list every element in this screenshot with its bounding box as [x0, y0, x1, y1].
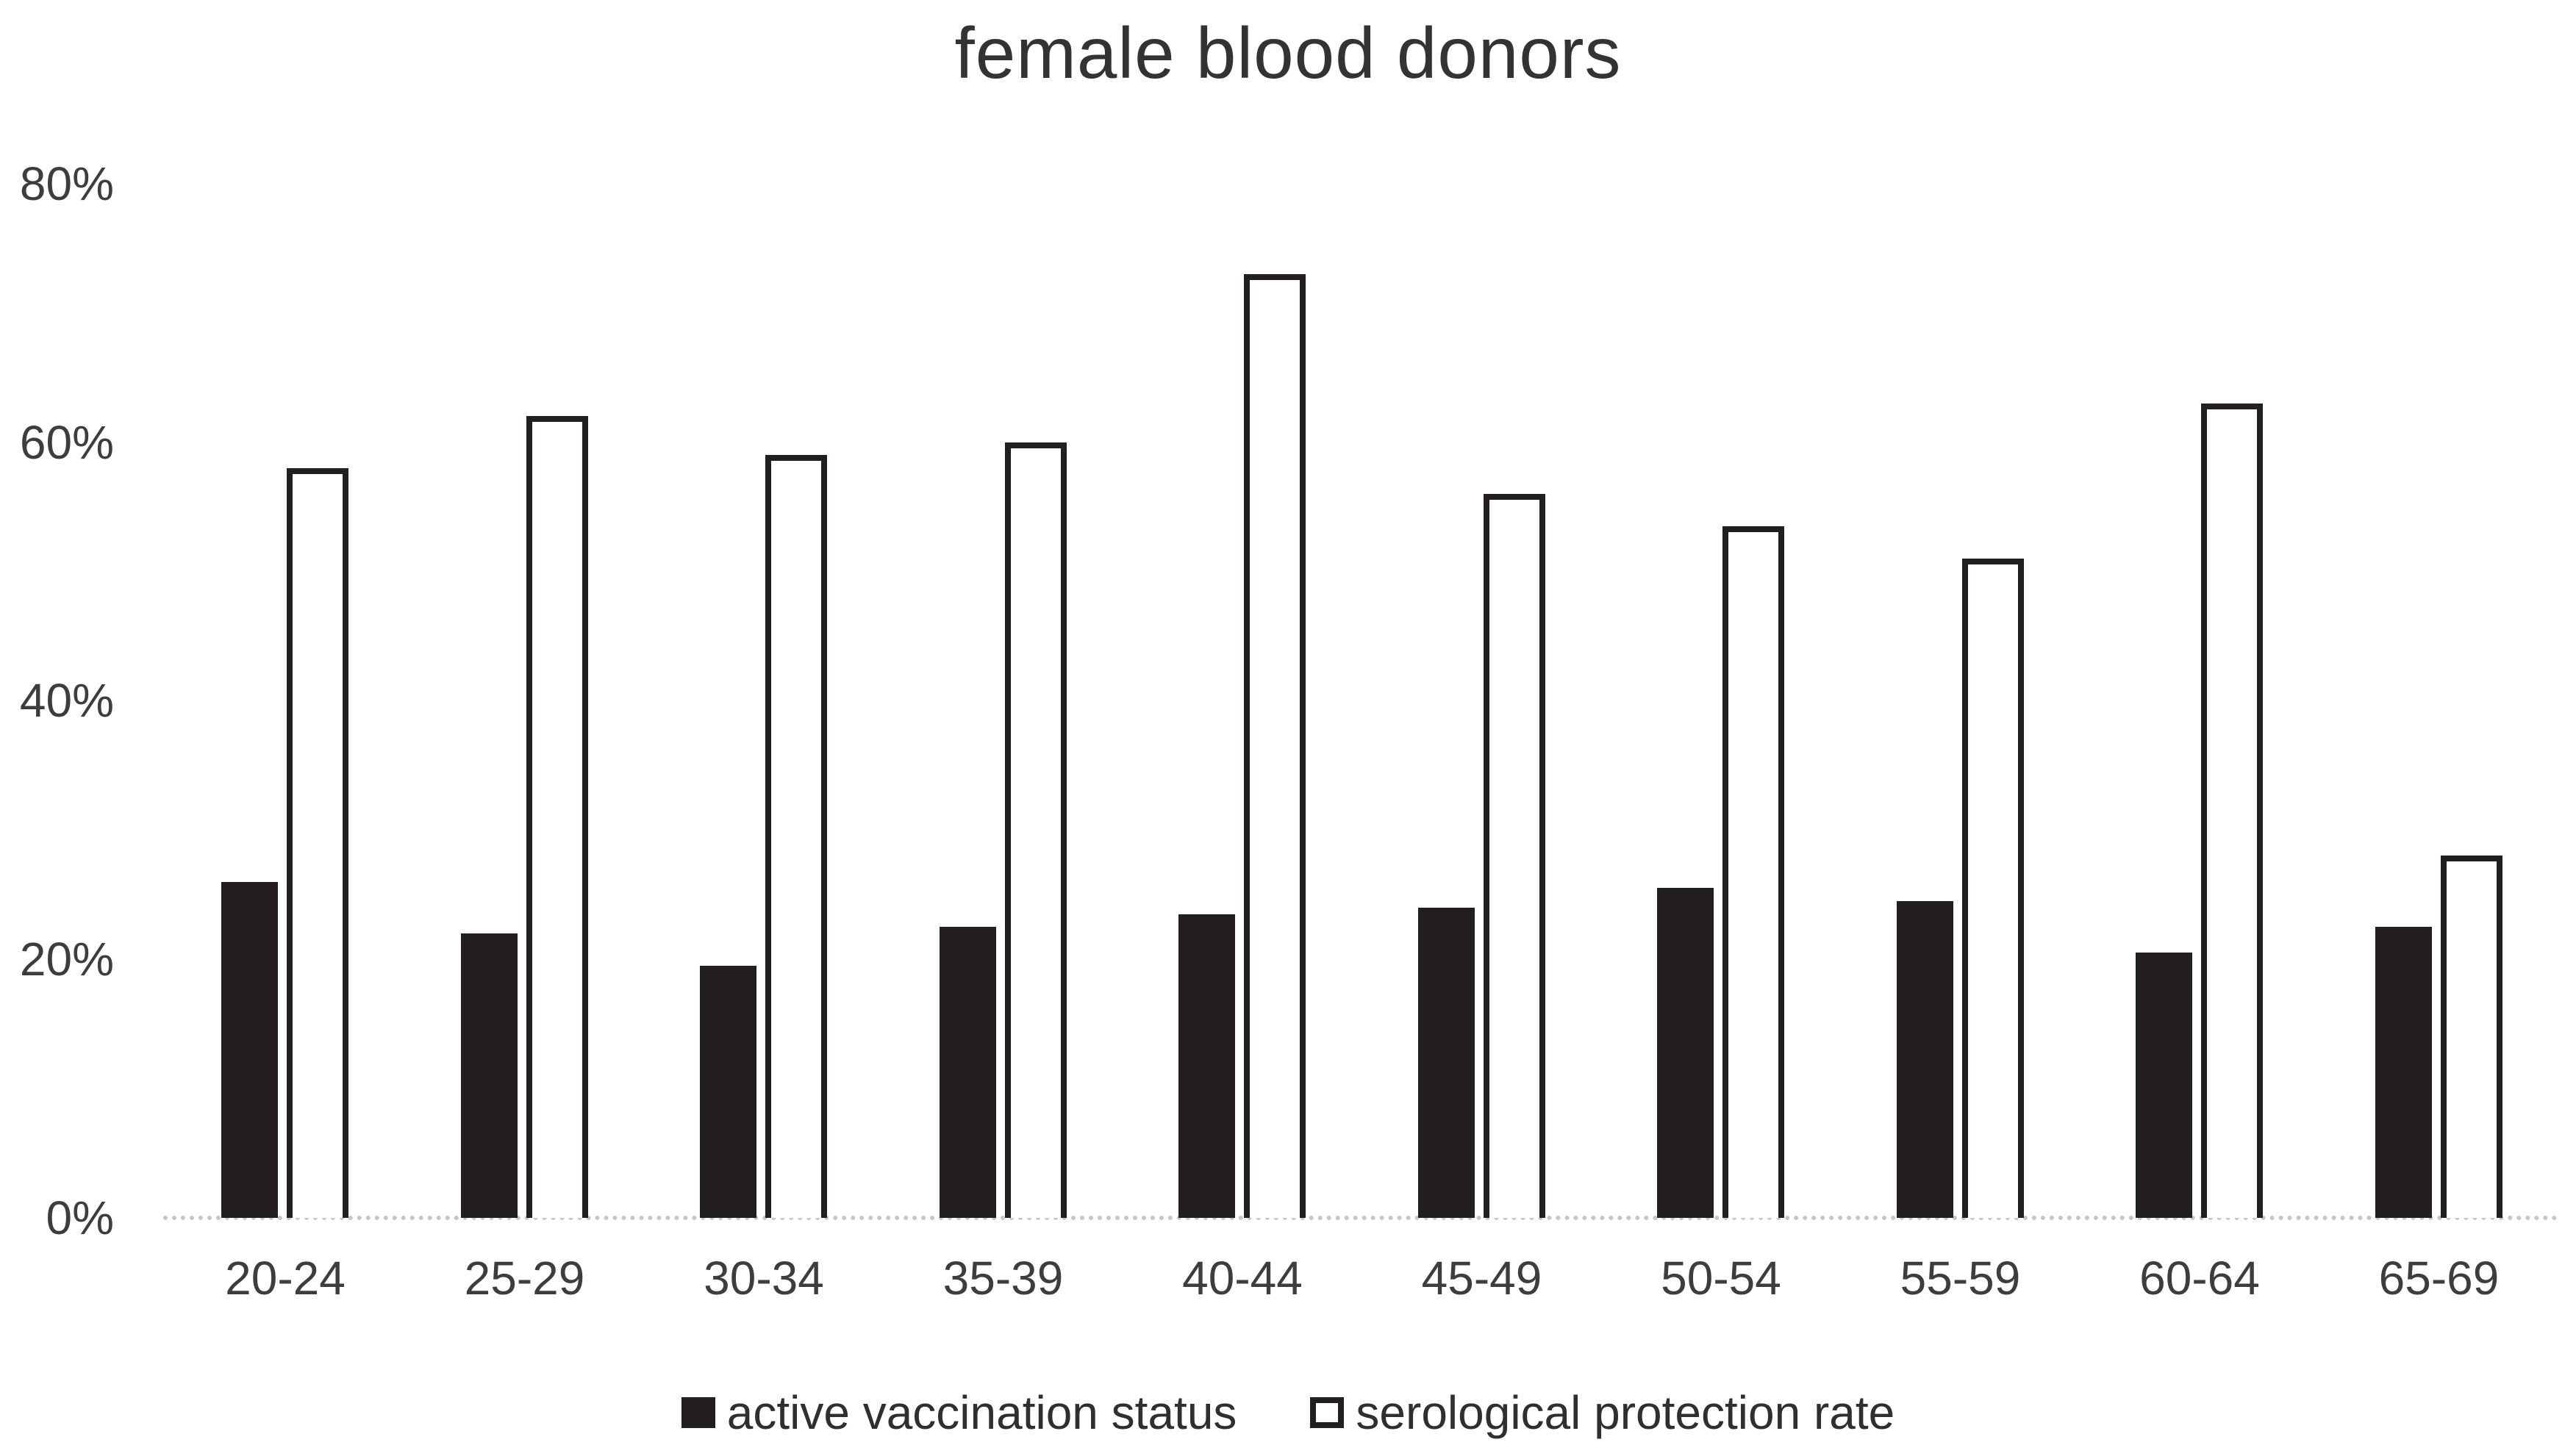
bar-serological-protection-rate-25-29: [526, 416, 588, 1218]
bar-active-vaccination-status-40-44: [1178, 914, 1235, 1218]
legend-swatch-filled-square-icon: [681, 1397, 715, 1428]
bar-serological-protection-rate-60-64: [2201, 404, 2263, 1218]
bar-serological-protection-rate-40-44: [1244, 274, 1306, 1218]
legend-item-serological-protection-rate: serological protection rate: [1310, 1386, 1895, 1439]
x-tick-label-40-44: 40-44: [1182, 1252, 1303, 1305]
legend-item-active-vaccination-status: active vaccination status: [681, 1386, 1237, 1439]
bar-active-vaccination-status-65-69: [2375, 927, 2432, 1218]
bar-serological-protection-rate-65-69: [2440, 856, 2502, 1218]
bar-active-vaccination-status-25-29: [460, 933, 518, 1218]
bar-serological-protection-rate-55-59: [1961, 559, 2024, 1218]
bar-active-vaccination-status-60-64: [2136, 953, 2192, 1218]
y-tick-label-0pct: 0%: [46, 1191, 115, 1244]
x-tick-label-35-39: 35-39: [942, 1252, 1064, 1305]
y-tick-label-60pct: 60%: [19, 415, 114, 469]
bar-serological-protection-rate-30-34: [765, 455, 827, 1218]
x-tick-label-50-54: 50-54: [1661, 1252, 1781, 1305]
x-tick-label-20-24: 20-24: [225, 1252, 346, 1305]
y-tick-label-80pct: 80%: [19, 157, 114, 210]
chart-title: female blood donors: [954, 12, 1622, 93]
legend: active vaccination status serological pro…: [0, 1386, 2576, 1439]
bar-serological-protection-rate-20-24: [287, 468, 348, 1218]
bar-serological-protection-rate-45-49: [1483, 494, 1545, 1218]
x-tick-label-30-34: 30-34: [704, 1252, 824, 1305]
bar-active-vaccination-status-55-59: [1896, 901, 1953, 1218]
legend-label-serological-protection-rate: serological protection rate: [1356, 1386, 1895, 1439]
bar-serological-protection-rate-50-54: [1722, 526, 1784, 1218]
bar-active-vaccination-status-20-24: [221, 882, 278, 1218]
legend-swatch-outlined-square-icon: [1310, 1397, 1345, 1428]
bar-active-vaccination-status-35-39: [939, 927, 996, 1218]
bar-active-vaccination-status-45-49: [1417, 908, 1475, 1218]
y-tick-label-40pct: 40%: [19, 674, 114, 728]
x-tick-label-55-59: 55-59: [1900, 1252, 2021, 1305]
x-tick-label-65-69: 65-69: [2378, 1252, 2500, 1305]
x-tick-label-45-49: 45-49: [1421, 1252, 1542, 1305]
x-axis-line: [163, 1216, 2558, 1220]
y-tick-label-20pct: 20%: [19, 933, 114, 986]
x-tick-label-25-29: 25-29: [464, 1252, 585, 1305]
bar-active-vaccination-status-50-54: [1657, 888, 1714, 1218]
legend-label-active-vaccination-status: active vaccination status: [726, 1386, 1237, 1439]
bar-serological-protection-rate-35-39: [1004, 442, 1067, 1218]
bar-active-vaccination-status-30-34: [700, 966, 756, 1218]
x-tick-label-60-64: 60-64: [2139, 1252, 2260, 1305]
